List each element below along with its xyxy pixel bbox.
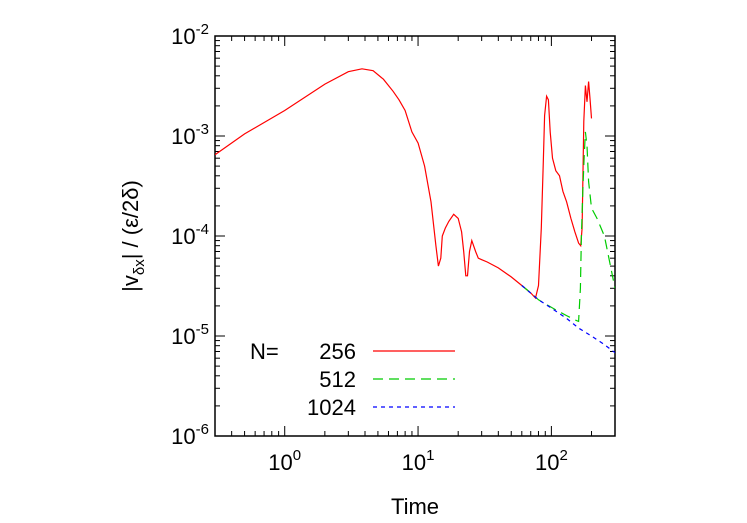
y-axis-label-sub: δx <box>131 259 148 275</box>
x-tick-label: 102 <box>535 447 568 475</box>
y-tick-label: 10-3 <box>171 121 209 149</box>
series-line-512 <box>521 131 615 323</box>
series-line-1024 <box>521 285 615 354</box>
legend: N= 256 512 1024 <box>250 339 455 420</box>
axis-ticks <box>214 35 616 437</box>
legend-label-1024: 1024 <box>307 395 356 420</box>
y-axis-label: |vδx| / (ε/2δ) <box>118 180 148 292</box>
plot-frame <box>214 35 616 437</box>
x-tick-label: 100 <box>268 447 301 475</box>
y-axis-label-open: |v <box>118 275 143 292</box>
x-tick-label: 101 <box>402 447 435 475</box>
legend-label-256: 256 <box>319 339 356 364</box>
y-tick-label: 10-5 <box>171 321 209 349</box>
tick-labels: 100 101 102 10-6 10-5 10-4 10-3 10-2 <box>171 21 568 475</box>
legend-prefix: N= <box>250 339 279 364</box>
y-tick-label: 10-2 <box>171 21 209 49</box>
series-line-256 <box>215 68 593 300</box>
series-group <box>215 68 615 354</box>
y-tick-label: 10-4 <box>171 221 209 249</box>
x-axis-label: Time <box>391 494 439 519</box>
svg-text:|vδx| / (ε/2δ): |vδx| / (ε/2δ) <box>118 180 148 292</box>
y-axis-label-close: | / (ε/2δ) <box>118 180 143 259</box>
y-tick-label: 10-6 <box>171 421 209 449</box>
legend-label-512: 512 <box>319 367 356 392</box>
